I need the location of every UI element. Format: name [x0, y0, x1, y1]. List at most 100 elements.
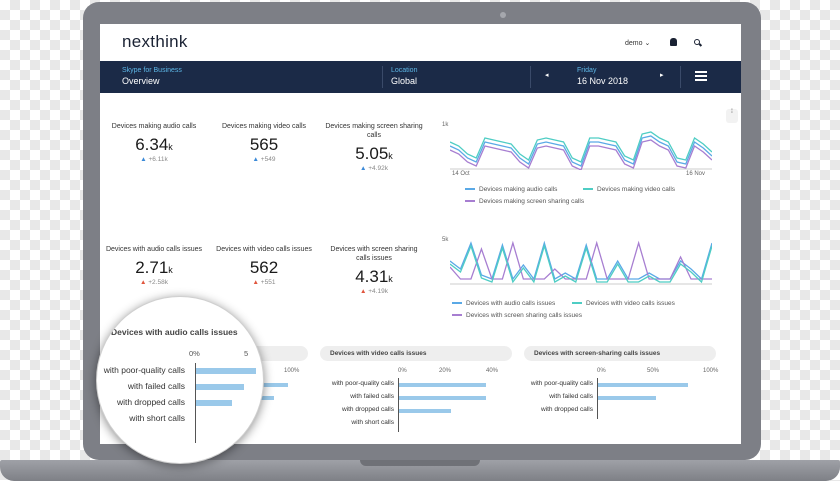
- breakdown-axis-tick: 50%: [647, 368, 660, 374]
- legend-item[interactable]: Devices with screen sharing calls issues: [452, 312, 582, 319]
- trend-up-icon: ▲: [140, 279, 149, 286]
- legend-label: Devices making screen sharing calls: [479, 198, 585, 205]
- magnifier-axis-tick: 0%: [189, 349, 200, 358]
- kpi-number: 4.31: [355, 267, 389, 286]
- kpi-delta: ▲ +6.11k: [104, 156, 204, 163]
- breakdown-axis-tick: 100%: [284, 368, 300, 374]
- legend-label: Devices with video calls issues: [586, 300, 675, 307]
- series-video-calls: [450, 131, 712, 163]
- nexthink-logo[interactable]: nexthink: [122, 32, 188, 51]
- kpi-delta-value: +551: [260, 279, 276, 286]
- scroll-handle[interactable]: ⁞: [726, 109, 738, 123]
- laptop-notch: [360, 460, 480, 466]
- breakdown-row-label: with failed calls: [549, 393, 593, 400]
- kpi-label: Devices with video calls issues: [216, 246, 312, 253]
- kpi-value: 562: [214, 258, 314, 278]
- breakdown-bar[interactable]: [399, 383, 487, 387]
- legend-item[interactable]: Devices making video calls: [583, 186, 675, 193]
- legend-swatch: [452, 314, 462, 317]
- magnifier-title: Devices with audio calls issues: [111, 327, 238, 337]
- kpi-label: Devices with screen sharing calls issues: [330, 246, 418, 262]
- legend-swatch: [465, 200, 475, 203]
- nav-bar: Skype for Business Overview Location Glo…: [100, 61, 741, 93]
- legend-label: Devices with audio calls issues: [466, 300, 556, 307]
- search-icon[interactable]: [694, 39, 700, 45]
- kpi-number: 565: [249, 135, 279, 154]
- hamburger-menu-icon[interactable]: [695, 71, 707, 81]
- breakdown-row-label: with short calls: [351, 419, 394, 426]
- kpi-delta-value: +4.92k: [368, 165, 388, 172]
- kpi-delta-value: +4.19k: [368, 288, 388, 295]
- legend-item[interactable]: Devices making audio calls: [465, 186, 557, 193]
- legend-swatch: [465, 188, 475, 191]
- legend-item[interactable]: Devices with video calls issues: [572, 300, 675, 307]
- breakdown-bar[interactable]: [399, 409, 451, 413]
- legend-swatch: [583, 188, 593, 191]
- top-bar: nexthink demo ⌄: [100, 24, 741, 61]
- magnifier-bar: [196, 400, 232, 406]
- breakdown-axis-tick: 40%: [486, 368, 499, 374]
- user-menu[interactable]: demo ⌄: [625, 40, 651, 47]
- kpi-label: Devices making audio calls: [111, 123, 197, 130]
- breakdown-row-label: with dropped calls: [540, 406, 593, 413]
- legend-item[interactable]: Devices making screen sharing calls: [465, 198, 584, 205]
- kpi-value: 4.31k: [324, 267, 424, 287]
- magnifier-axis: [195, 363, 196, 443]
- kpi-value: 2.71k: [104, 258, 204, 278]
- breakdown-title[interactable]: Devices with video calls issues: [320, 346, 512, 361]
- magnifier-row-label: with dropped calls: [116, 397, 185, 407]
- bell-icon[interactable]: [670, 38, 677, 46]
- kpi-unit: k: [388, 151, 393, 161]
- chart-issues[interactable]: [450, 239, 712, 285]
- location-value[interactable]: Global: [391, 76, 418, 86]
- kpi-delta: ▲ +549: [214, 156, 314, 163]
- chart-calls[interactable]: [450, 124, 712, 170]
- kpi-label: Devices making screen sharing calls: [325, 123, 423, 139]
- legend-label: Devices with screen sharing calls issues: [466, 312, 582, 319]
- module-title[interactable]: Overview: [122, 76, 160, 86]
- series-video-issues: [450, 243, 712, 284]
- kpi-tile[interactable]: Devices with screen sharing calls issues…: [324, 245, 424, 295]
- breakdown-axis: [597, 378, 598, 419]
- trend-up-icon: ▲: [140, 156, 149, 163]
- nav-divider: [680, 66, 681, 88]
- kpi-label: Devices making video calls: [221, 123, 307, 130]
- trend-up-icon: ▲: [252, 156, 261, 163]
- laptop-base: [0, 460, 840, 481]
- breakdown-title[interactable]: Devices with screen-sharing calls issues: [524, 346, 716, 361]
- date-value[interactable]: 16 Nov 2018: [577, 76, 629, 86]
- kpi-delta-value: +6.11k: [148, 156, 168, 163]
- trend-up-icon: ▲: [252, 279, 261, 286]
- kpi-unit: k: [168, 142, 173, 152]
- kpi-delta-value: +549: [260, 156, 276, 163]
- kpi-tile[interactable]: Devices with video calls issues 562 ▲ +551: [214, 245, 314, 286]
- breakdown-bar[interactable]: [598, 396, 657, 400]
- kpi-delta: ▲ +2.58k: [104, 279, 204, 286]
- kpi-unit: k: [388, 274, 393, 284]
- nav-divider: [530, 66, 531, 88]
- chart-y-max: 1k: [442, 122, 449, 128]
- legend-swatch: [452, 302, 462, 305]
- next-date-icon[interactable]: ▸: [660, 72, 664, 79]
- kpi-tile[interactable]: Devices making video calls 565 ▲ +549: [214, 122, 314, 163]
- chart-y-max: 5k: [442, 237, 449, 243]
- breakdown-axis-tick: 20%: [439, 368, 452, 374]
- kpi-tile[interactable]: Devices making screen sharing calls 5.05k…: [324, 122, 424, 172]
- kpi-number: 562: [249, 258, 279, 277]
- kpi-tile[interactable]: Devices with audio calls issues 2.71k ▲ +2…: [104, 245, 204, 286]
- kpi-value: 6.34k: [104, 135, 204, 155]
- legend-item[interactable]: Devices with audio calls issues: [452, 300, 555, 307]
- kpi-label: Devices with audio calls issues: [105, 246, 203, 253]
- breakdown-bar[interactable]: [399, 396, 487, 400]
- prev-date-icon[interactable]: ◂: [545, 72, 549, 79]
- breakdown-row-label: with poor-quality calls: [530, 380, 593, 387]
- date-sub: Friday: [577, 67, 597, 74]
- kpi-value: 5.05k: [324, 144, 424, 164]
- camera-icon: [500, 12, 506, 18]
- module-sub: Skype for Business: [122, 67, 182, 74]
- legend-swatch: [572, 302, 582, 305]
- trend-up-icon: ▲: [360, 288, 369, 295]
- kpi-delta: ▲ +4.92k: [324, 165, 424, 172]
- breakdown-bar[interactable]: [598, 383, 688, 387]
- kpi-tile[interactable]: Devices making audio calls 6.34k ▲ +6.11k: [104, 122, 204, 163]
